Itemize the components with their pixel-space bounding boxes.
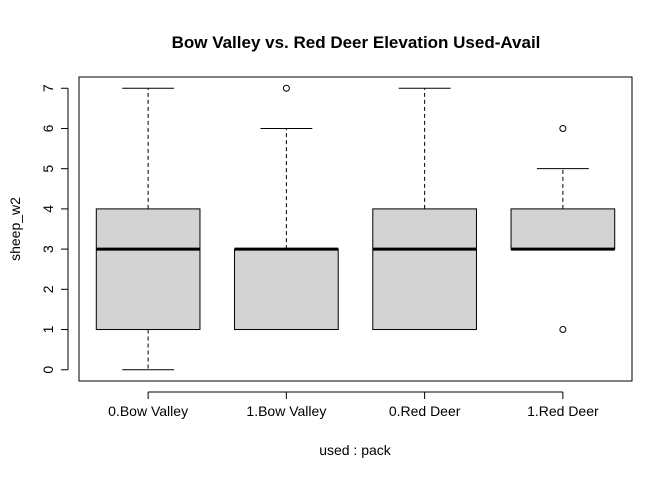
- outlier-point: [559, 326, 567, 334]
- x-tick-label: 1.Red Deer: [527, 403, 599, 419]
- x-tick-label: 0.Bow Valley: [108, 403, 188, 419]
- x-tick-label: 1.Bow Valley: [246, 403, 326, 419]
- y-axis-label: sheep_w2: [7, 197, 23, 261]
- chart-title: Bow Valley vs. Red Deer Elevation Used-A…: [172, 33, 541, 52]
- box-group: [510, 124, 616, 334]
- box-iqr: [234, 248, 339, 331]
- y-tick-label: 7: [40, 84, 56, 92]
- box-group: [234, 84, 339, 331]
- y-tick-label: 6: [40, 124, 56, 132]
- outlier-point: [559, 124, 567, 132]
- y-tick-label: 1: [40, 325, 56, 333]
- y-tick-label: 3: [40, 245, 56, 253]
- box-group: [95, 87, 201, 371]
- box-iqr: [510, 208, 616, 250]
- y-tick-label: 2: [40, 285, 56, 293]
- y-tick-label: 0: [40, 366, 56, 374]
- plot-frame: [78, 76, 633, 382]
- y-axis: 0 1 2 3 4 5 6 7: [40, 84, 69, 374]
- box-iqr: [95, 208, 201, 331]
- y-tick-label: 5: [40, 165, 56, 173]
- x-tick-label: 0.Red Deer: [389, 403, 461, 419]
- box-group: [372, 87, 477, 331]
- box-iqr: [372, 208, 477, 331]
- x-axis: 0.Bow Valley 1.Bow Valley 0.Red Deer 1.Red …: [108, 391, 599, 419]
- y-tick-label: 4: [40, 205, 56, 213]
- x-axis-label: used : pack: [319, 442, 392, 458]
- plot-marks: [95, 84, 616, 371]
- outlier-point: [282, 84, 290, 92]
